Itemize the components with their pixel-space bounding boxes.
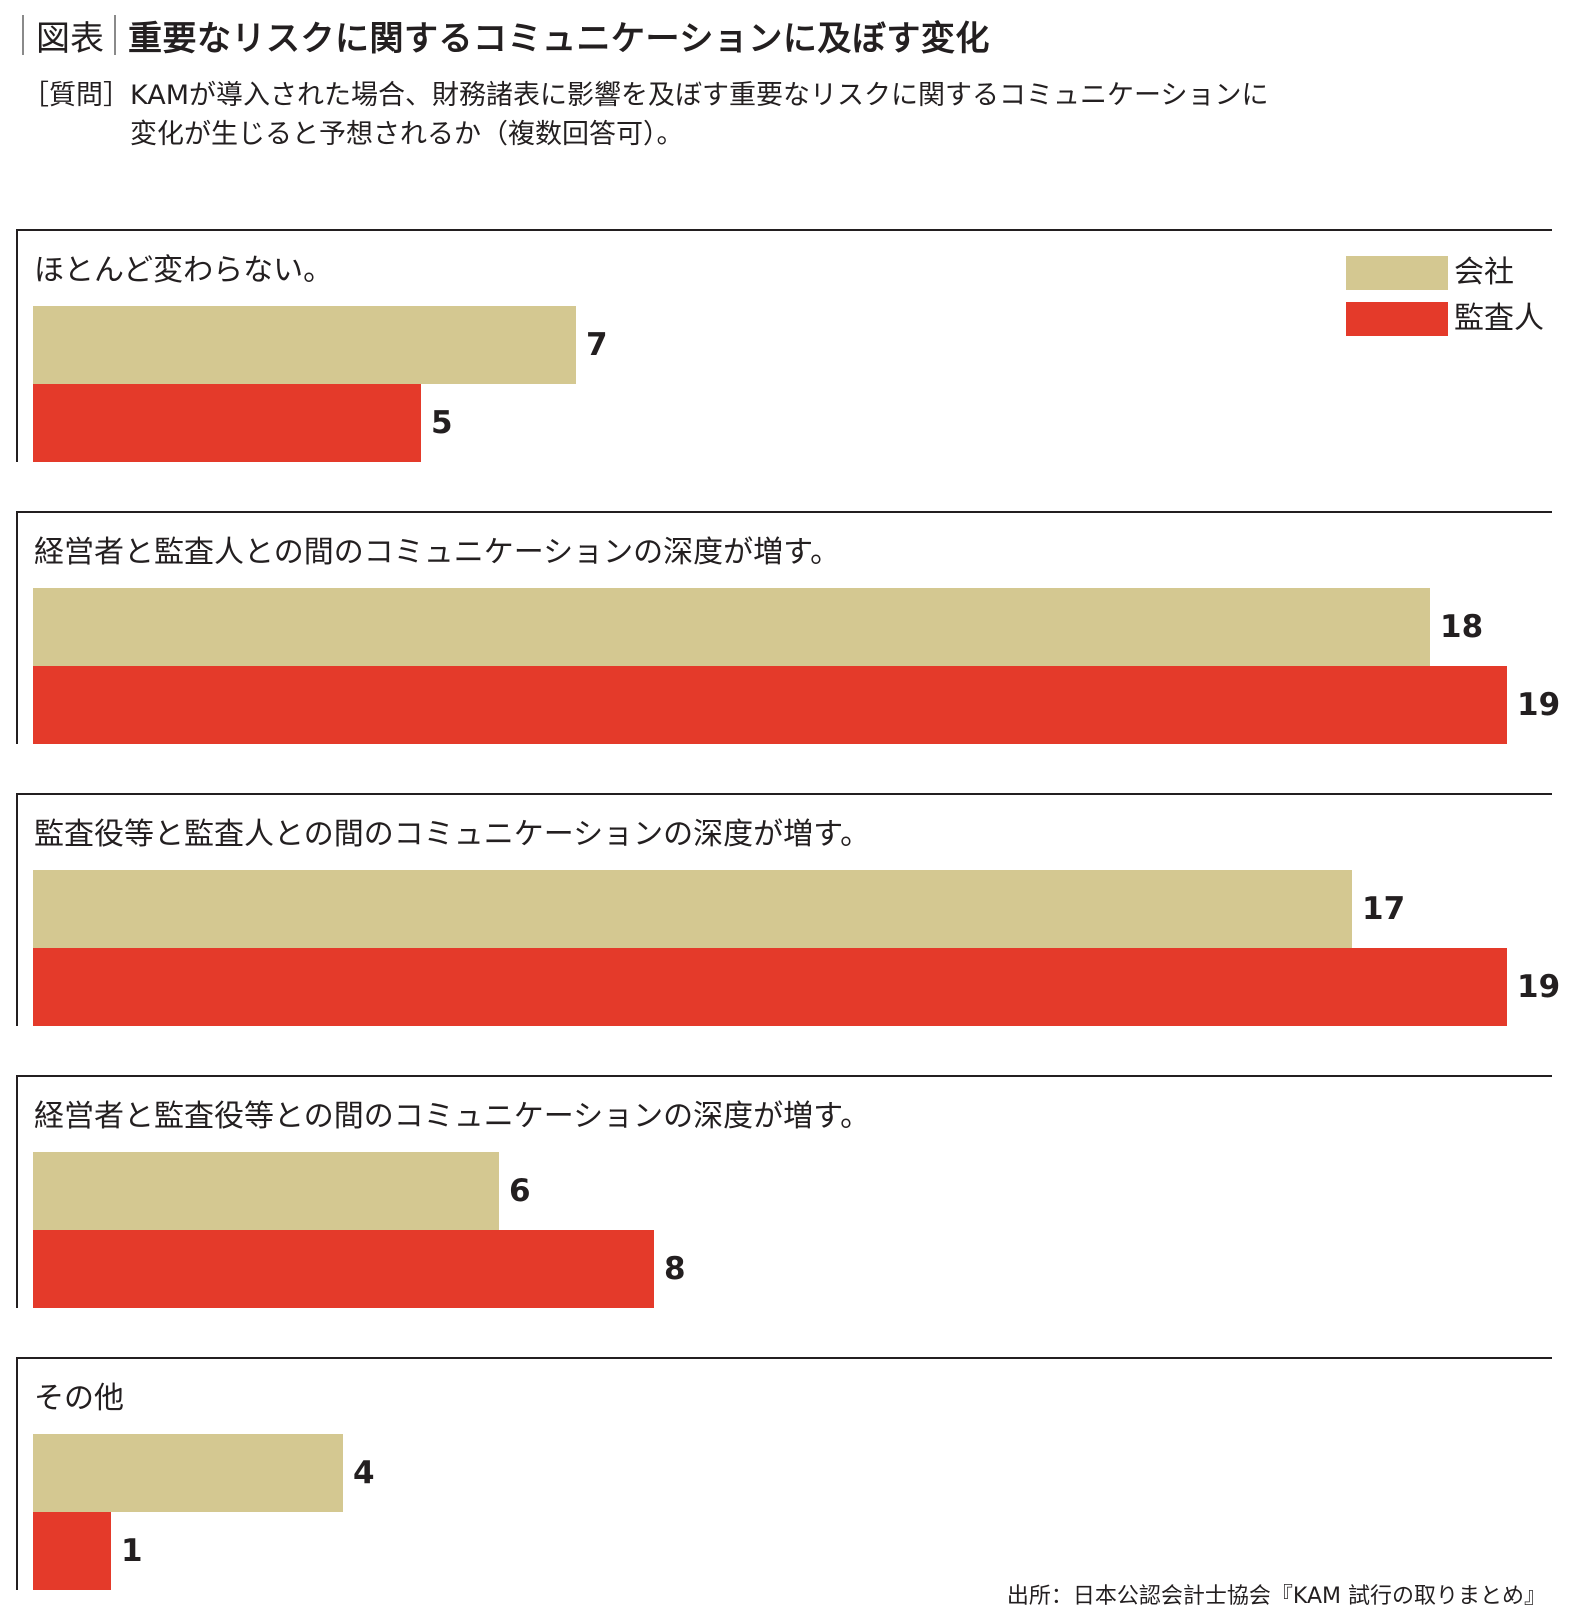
legend-swatch-company bbox=[1346, 256, 1448, 290]
data-label-auditor: 8 bbox=[664, 1251, 686, 1287]
bar-auditor bbox=[33, 1512, 111, 1590]
bar-auditor bbox=[33, 948, 1507, 1026]
data-label-company: 17 bbox=[1362, 891, 1406, 927]
bar-company bbox=[33, 306, 576, 384]
category-panel: ほとんど変わらない。 7 5 bbox=[16, 229, 1552, 463]
category-label: その他 bbox=[34, 1381, 124, 1416]
panel-left-rule bbox=[16, 511, 18, 744]
data-label-auditor: 19 bbox=[1517, 969, 1561, 1005]
panel-top-rule bbox=[16, 793, 1552, 795]
question-line-2: 変化が生じると予想されるか（複数回答可）。 bbox=[130, 119, 684, 150]
legend-label-auditor: 監査人 bbox=[1454, 301, 1544, 336]
title-divider-right bbox=[114, 15, 116, 55]
category-panel: 監査役等と監査人との間のコミュニケーションの深度が増す。 17 19 bbox=[16, 793, 1560, 1027]
panel-left-rule bbox=[16, 1357, 18, 1590]
bar-company bbox=[33, 1434, 343, 1512]
legend-swatch-auditor bbox=[1346, 302, 1448, 336]
category-label: 経営者と監査役等との間のコミュニケーションの深度が増す。 bbox=[34, 1099, 871, 1134]
panel-left-rule bbox=[16, 229, 18, 462]
figure-title-row: 図表 重要なリスクに関するコミュニケーションに及ぼす変化 bbox=[22, 10, 990, 60]
source-note: 出所：日本公認会計士協会『KAM 試行の取りまとめ』 bbox=[1006, 1584, 1546, 1609]
category-label: ほとんど変わらない。 bbox=[34, 253, 334, 288]
data-label-company: 7 bbox=[586, 327, 608, 363]
data-label-auditor: 1 bbox=[121, 1533, 143, 1569]
panel-top-rule bbox=[16, 1075, 1552, 1077]
data-label-auditor: 19 bbox=[1517, 687, 1561, 723]
data-label-company: 6 bbox=[509, 1173, 531, 1209]
panel-top-rule bbox=[16, 229, 1552, 231]
data-label-auditor: 5 bbox=[431, 405, 453, 441]
bar-auditor bbox=[33, 384, 421, 462]
question-label: ［質問］ bbox=[22, 80, 130, 111]
bar-auditor bbox=[33, 666, 1507, 744]
category-panel: 経営者と監査役等との間のコミュニケーションの深度が増す。 6 8 bbox=[16, 1075, 1552, 1309]
title-divider-left bbox=[22, 15, 24, 55]
category-panel: その他 4 1 bbox=[16, 1357, 1552, 1607]
data-label-company: 4 bbox=[353, 1455, 375, 1491]
data-label-company: 18 bbox=[1440, 609, 1484, 645]
panel-top-rule bbox=[16, 1357, 1552, 1359]
chart-title: 重要なリスクに関するコミュニケーションに及ぼす変化 bbox=[128, 18, 990, 59]
bar-company bbox=[33, 1152, 499, 1230]
bar-company bbox=[33, 588, 1430, 666]
category-label: 監査役等と監査人との間のコミュニケーションの深度が増す。 bbox=[34, 817, 871, 852]
figure-label: 図表 bbox=[36, 18, 104, 59]
legend-label-company: 会社 bbox=[1454, 255, 1514, 290]
bar-auditor bbox=[33, 1230, 654, 1308]
panel-left-rule bbox=[16, 1075, 18, 1308]
question-line-1: KAMが導入された場合、財務諸表に影響を及ぼす重要なリスクに関するコミュニケーシ… bbox=[130, 80, 1269, 111]
bar-company bbox=[33, 870, 1352, 948]
category-panel: 経営者と監査人との間のコミュニケーションの深度が増す。 18 19 bbox=[16, 511, 1560, 745]
category-label: 経営者と監査人との間のコミュニケーションの深度が増す。 bbox=[34, 535, 841, 570]
question-text: KAMが導入された場合、財務諸表に影響を及ぼす重要なリスクに関するコミュニケーシ… bbox=[130, 76, 1430, 154]
panel-top-rule bbox=[16, 511, 1552, 513]
panel-left-rule bbox=[16, 793, 18, 1026]
